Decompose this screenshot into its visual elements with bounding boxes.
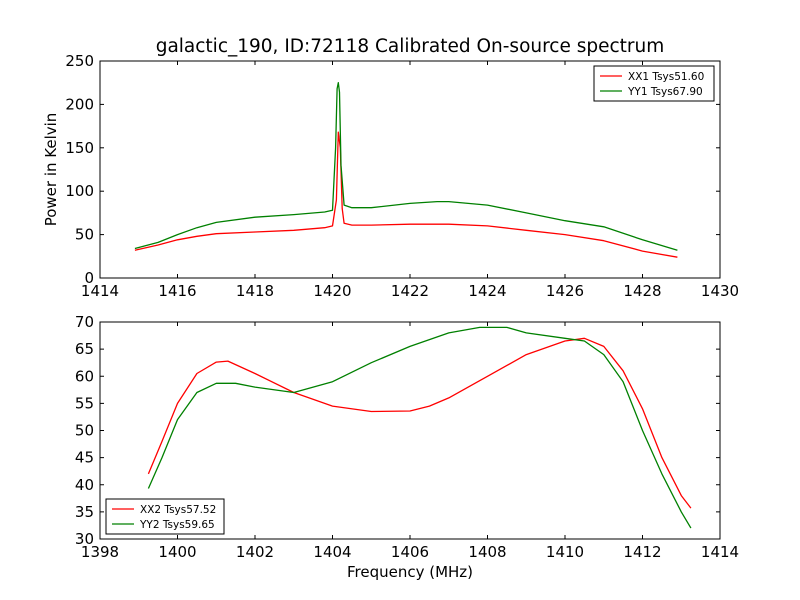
y-tick-label: 250 [65, 52, 94, 70]
x-tick-label: 1428 [623, 282, 661, 300]
x-tick-label: 1418 [236, 282, 274, 300]
x-tick-label: 1404 [313, 543, 351, 561]
x-tick-label: 1400 [158, 543, 196, 561]
legend-label: YY1 Tsys67.90 [627, 86, 703, 98]
x-tick-label: 1410 [546, 543, 584, 561]
x-tick-label: 1406 [391, 543, 429, 561]
series-line-xx [147, 337, 692, 509]
top-plot: 1414 1416 1418 1420 1422 1424 1426 1428 1430 0 50 1… [42, 52, 739, 300]
y-tick-label: 200 [65, 95, 94, 113]
x-tick-label: 1408 [468, 543, 506, 561]
x-tick-label: 1416 [158, 282, 196, 300]
y-tick-label: 40 [75, 476, 94, 494]
y-tick-label: 70 [75, 313, 94, 331]
y-tick-label: 100 [65, 182, 94, 200]
x-tick-label: 1430 [701, 282, 739, 300]
legend-label: XX1 Tsys51.60 [628, 71, 704, 83]
figure-title: galactic_190, ID:72118 Calibrated On-sou… [156, 36, 665, 57]
x-tick-label: 1412 [623, 543, 661, 561]
y-tick-label: 35 [75, 503, 94, 521]
x-axis-label: Frequency (MHz) [347, 563, 473, 581]
y-tick-label: 30 [75, 530, 94, 548]
legend-box [105, 498, 225, 535]
legend-label: XX2 Tsys57.52 [140, 504, 216, 516]
legend-box [593, 65, 715, 102]
y-tick-label: 150 [65, 139, 94, 157]
y-axis-label: Power in Kelvin [42, 113, 60, 227]
x-tick-label: 1398 [81, 543, 119, 561]
x-tick-label: 1414 [81, 282, 119, 300]
y-tick-label: 65 [75, 340, 94, 358]
y-tick-label: 50 [75, 422, 94, 440]
x-tick-label: 1402 [236, 543, 274, 561]
y-tick-label: 50 [75, 226, 94, 244]
x-tick-label: 1414 [701, 543, 739, 561]
x-tick-label: 1420 [313, 282, 351, 300]
series-line-yy [147, 326, 692, 529]
y-tick-label: 60 [75, 367, 94, 385]
bottom-plot: 1398 1400 1402 1404 1406 1408 1410 1412 1414 30 35… [75, 313, 739, 581]
legend-label: YY2 Tsys59.65 [139, 519, 215, 531]
y-tick-label: 45 [75, 449, 94, 467]
legend: XX2 Tsys57.52 YY2 Tsys59.65 [105, 498, 225, 535]
y-tick-label: 55 [75, 394, 94, 412]
x-tick-label: 1424 [468, 282, 506, 300]
y-tick-label: 0 [84, 269, 94, 287]
x-tick-label: 1426 [546, 282, 584, 300]
series-line-yy [134, 82, 678, 251]
series-line-xx [134, 131, 678, 258]
legend: XX1 Tsys51.60 YY1 Tsys67.90 [593, 65, 715, 102]
x-tick-label: 1422 [391, 282, 429, 300]
